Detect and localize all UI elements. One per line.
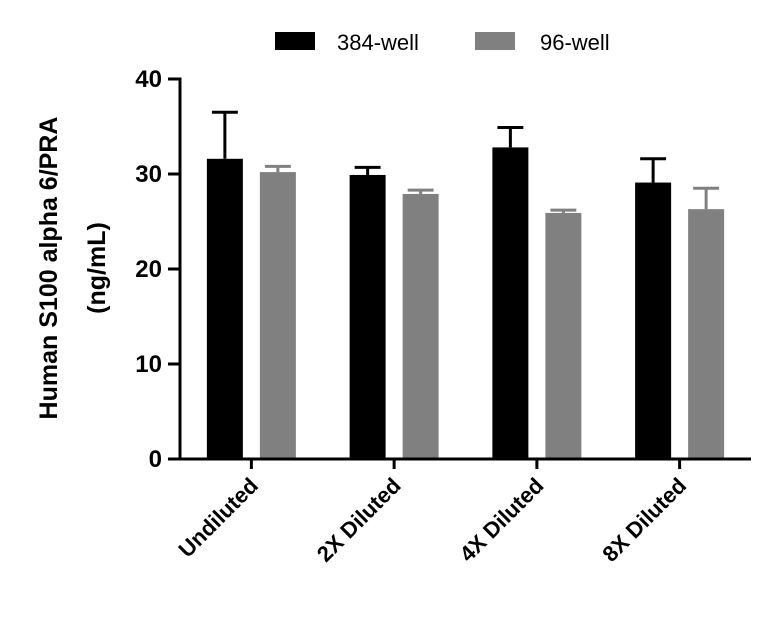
legend-swatch-384-well (275, 32, 315, 50)
x-tick-label-4x-diluted: 4X Diluted (455, 473, 549, 567)
error-bars (211, 110, 720, 213)
bar-384-well-undiluted (206, 158, 243, 460)
bar-96-well-4x-diluted (545, 212, 582, 459)
y-axis-title: Human S100 alpha 6/PRA (ng/mL) (35, 117, 111, 420)
bar-384-well-8x-diluted (635, 182, 672, 460)
x-tick-label-8x-diluted: 8X Diluted (597, 473, 691, 567)
y-tick-label-30: 30 (135, 161, 162, 188)
legend-label-384-well: 384-well (337, 30, 419, 55)
legend-swatch-96-well (475, 32, 515, 50)
x-tick-label-2x-diluted: 2X Diluted (312, 473, 406, 567)
y-tick-label-20: 20 (135, 256, 162, 283)
bar-384-well-2x-diluted (349, 174, 386, 459)
bar-96-well-2x-diluted (402, 193, 439, 459)
bar-96-well-undiluted (259, 172, 296, 459)
bars (206, 147, 725, 460)
legend-label-96-well: 96-well (540, 30, 610, 55)
x-tick-label-undiluted: Undiluted (174, 473, 263, 562)
y-axis-title-line-1: Human S100 alpha 6/PRA (35, 117, 63, 420)
bar-96-well-8x-diluted (688, 209, 725, 459)
y-tick-label-40: 40 (135, 66, 162, 93)
x-axis: Undiluted 2X Diluted 4X Diluted 8X Diluted (174, 457, 751, 567)
y-tick-label-10: 10 (135, 351, 162, 378)
y-axis-title-line-2: (ng/mL) (83, 222, 111, 314)
y-tick-label-0: 0 (149, 446, 162, 473)
bar-384-well-4x-diluted (492, 147, 529, 459)
y-axis: 0 10 20 30 40 (135, 66, 182, 473)
legend: 384-well 96-well (275, 30, 610, 55)
